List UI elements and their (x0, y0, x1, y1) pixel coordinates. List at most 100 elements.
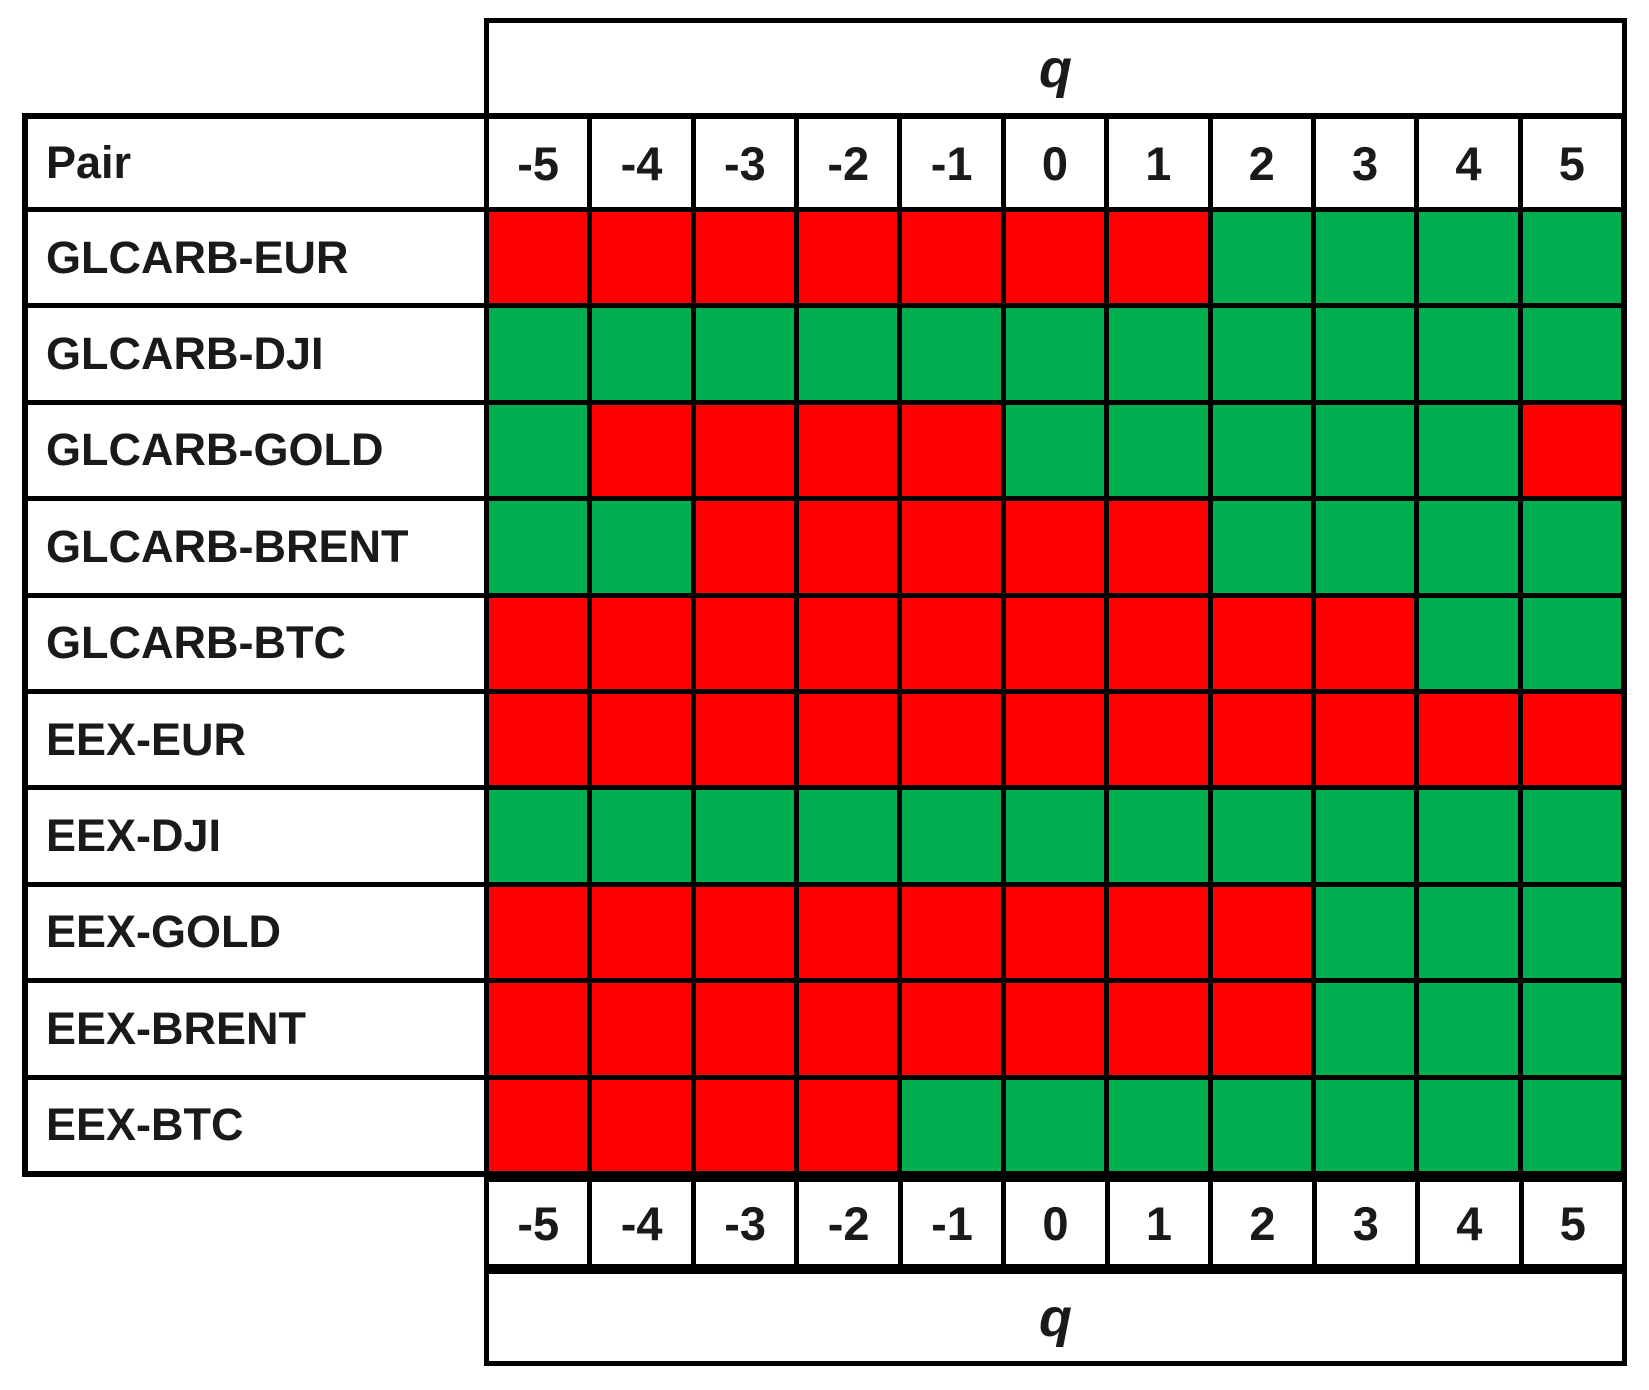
heatmap-cell (799, 308, 898, 400)
heatmap-cell (1212, 597, 1311, 689)
heatmap-cell (1522, 790, 1621, 882)
heatmap-cell (1419, 790, 1518, 882)
heatmap-cell (489, 694, 588, 786)
column-label-top--5: -5 (489, 119, 588, 207)
heatmap-cell (1419, 404, 1518, 497)
heatmap-cell (1109, 1079, 1208, 1171)
heatmap-table: Pair -5 -4 -3 -2 -1 0 1 2 3 4 5 GLCARB-EUR GLCARB-DJI… (22, 113, 1627, 1177)
heatmap-cell (695, 1079, 795, 1171)
heatmap-cell (902, 501, 1001, 593)
heatmap-cell (1522, 501, 1621, 593)
column-label-bottom--3: -3 (695, 1182, 795, 1264)
heatmap-cell (1419, 501, 1518, 593)
column-label-top-5: 5 (1522, 119, 1621, 207)
heatmap-cell (799, 1079, 898, 1171)
heatmap-cell (1315, 1079, 1415, 1171)
heatmap-cell (1419, 597, 1518, 689)
row-label: EEX-BRENT (28, 983, 484, 1075)
heatmap-cell (1315, 212, 1415, 304)
heatmap-cell (1005, 1079, 1105, 1171)
heatmap-cell (1315, 308, 1415, 400)
heatmap-cell (1005, 790, 1105, 882)
heatmap-cell (592, 501, 691, 593)
heatmap-cell (1109, 886, 1208, 979)
heatmap-cell (695, 212, 795, 304)
heatmap-cell (489, 983, 588, 1075)
column-label-top-3: 3 (1315, 119, 1415, 207)
heatmap-cell (592, 597, 691, 689)
heatmap-cell (1212, 790, 1311, 882)
bottom-axis-title-box: q (484, 1269, 1627, 1366)
heatmap-cell (1109, 597, 1208, 689)
heatmap-cell (489, 404, 588, 497)
heatmap-cell (592, 694, 691, 786)
heatmap-cell (902, 790, 1001, 882)
heatmap-cell (1522, 212, 1621, 304)
heatmap-cell (695, 886, 795, 979)
heatmap-cell (799, 694, 898, 786)
heatmap-cell (1419, 983, 1518, 1075)
column-label-bottom-2: 2 (1213, 1182, 1312, 1264)
heatmap-cell (1109, 983, 1208, 1075)
column-label-top--4: -4 (592, 119, 691, 207)
heatmap-cell (592, 790, 691, 882)
heatmap-cell (1419, 212, 1518, 304)
heatmap-cell (902, 212, 1001, 304)
heatmap-cell (1315, 886, 1415, 979)
heatmap-cell (1522, 597, 1621, 689)
heatmap-cell (1109, 212, 1208, 304)
heatmap-cell (1212, 983, 1311, 1075)
heatmap-cell (1212, 308, 1311, 400)
column-label-top-2: 2 (1212, 119, 1311, 207)
row-label: EEX-DJI (28, 790, 484, 882)
heatmap-cell (1419, 694, 1518, 786)
heatmap-cell (1005, 212, 1105, 304)
heatmap-cell (489, 308, 588, 400)
heatmap-cell (1315, 404, 1415, 497)
heatmap-cell (1522, 404, 1621, 497)
top-axis-title: q (1039, 38, 1072, 99)
heatmap-cell (695, 983, 795, 1075)
row-label: EEX-BTC (28, 1079, 484, 1171)
heatmap-cell (902, 1079, 1001, 1171)
row-label: EEX-GOLD (28, 886, 484, 979)
heatmap-cell (1005, 886, 1105, 979)
column-label-bottom--4: -4 (592, 1182, 691, 1264)
heatmap-cell (1212, 501, 1311, 593)
heatmap-cell (1212, 886, 1311, 979)
row-header-cell: Pair (28, 119, 484, 207)
heatmap-cell (1419, 886, 1518, 979)
heatmap-cell (1005, 597, 1105, 689)
heatmap-cell (1109, 404, 1208, 497)
column-label-bottom--5: -5 (489, 1182, 588, 1264)
column-label-bottom-3: 3 (1316, 1182, 1416, 1264)
heatmap-cell (902, 886, 1001, 979)
column-label-bottom-0: 0 (1006, 1182, 1105, 1264)
heatmap-cell (1005, 404, 1105, 497)
heatmap-cell (1212, 1079, 1311, 1171)
heatmap-cell (695, 308, 795, 400)
heatmap-cell (695, 790, 795, 882)
column-label-bottom-4: 4 (1420, 1182, 1519, 1264)
row-label: GLCARB-BRENT (28, 501, 484, 593)
heatmap-cell (902, 694, 1001, 786)
heatmap-cell (902, 983, 1001, 1075)
column-label-top--1: -1 (902, 119, 1001, 207)
heatmap-cell (695, 501, 795, 593)
heatmap-cell (1419, 308, 1518, 400)
heatmap-cell (592, 886, 691, 979)
heatmap-cell (1315, 597, 1415, 689)
heatmap-cell (489, 1079, 588, 1171)
heatmap-cell (1315, 983, 1415, 1075)
column-label-top--3: -3 (695, 119, 795, 207)
heatmap-cell (695, 597, 795, 689)
heatmap-cell (592, 212, 691, 304)
row-label: EEX-EUR (28, 694, 484, 786)
heatmap-cell (1315, 501, 1415, 593)
heatmap-cell (799, 501, 898, 593)
heatmap-cell (1212, 404, 1311, 497)
heatmap-cell (799, 790, 898, 882)
heatmap-cell (1315, 790, 1415, 882)
heatmap-cell (1109, 308, 1208, 400)
heatmap-cell (1005, 694, 1105, 786)
